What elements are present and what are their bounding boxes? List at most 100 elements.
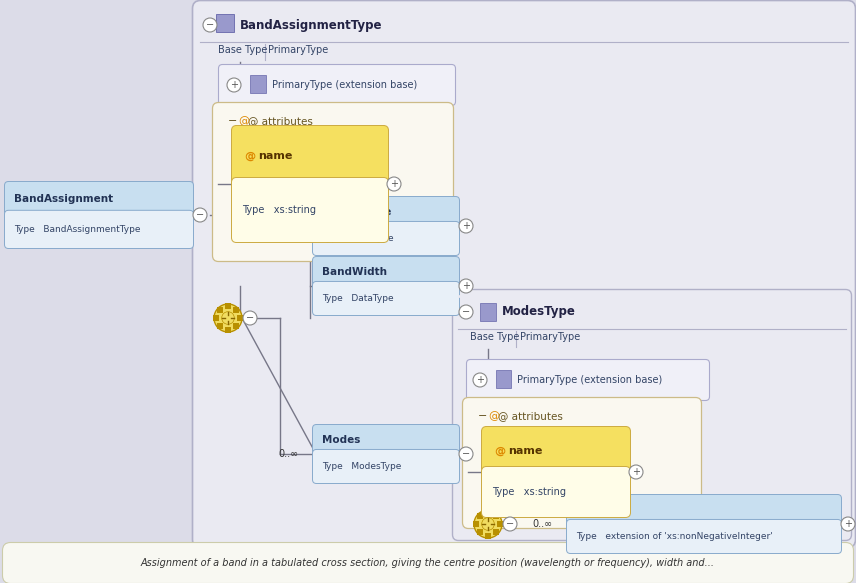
Text: −: −	[478, 411, 487, 421]
FancyBboxPatch shape	[3, 543, 853, 583]
Text: ModesType: ModesType	[502, 305, 576, 318]
Text: −: −	[462, 307, 470, 317]
Text: +: +	[390, 179, 398, 189]
FancyBboxPatch shape	[312, 222, 460, 255]
Circle shape	[459, 305, 473, 319]
Circle shape	[474, 510, 502, 538]
Bar	[485, 533, 491, 539]
FancyBboxPatch shape	[453, 290, 852, 540]
FancyBboxPatch shape	[467, 360, 710, 401]
Circle shape	[227, 78, 241, 92]
Text: −: −	[462, 449, 470, 459]
FancyBboxPatch shape	[312, 449, 460, 483]
Circle shape	[473, 373, 487, 387]
FancyBboxPatch shape	[4, 181, 193, 217]
FancyBboxPatch shape	[212, 103, 454, 262]
FancyBboxPatch shape	[481, 466, 631, 518]
Circle shape	[193, 208, 207, 222]
Circle shape	[503, 517, 517, 531]
Bar	[250, 75, 266, 93]
Bar	[217, 307, 223, 312]
Circle shape	[243, 311, 257, 325]
Text: PrimaryType (extension base): PrimaryType (extension base)	[517, 375, 663, 385]
Bar	[477, 529, 483, 535]
FancyBboxPatch shape	[567, 494, 841, 526]
Text: BandCentre: BandCentre	[322, 208, 391, 217]
Text: +: +	[230, 80, 238, 90]
Text: PrimaryType: PrimaryType	[268, 45, 328, 55]
Bar	[496, 370, 511, 388]
FancyBboxPatch shape	[193, 1, 855, 547]
Bar	[225, 303, 231, 309]
Bar	[234, 324, 240, 329]
Bar	[213, 315, 219, 321]
Circle shape	[459, 279, 473, 293]
Text: +: +	[476, 375, 484, 385]
Text: @: @	[494, 446, 505, 456]
Circle shape	[203, 18, 217, 32]
Circle shape	[482, 518, 494, 531]
FancyBboxPatch shape	[481, 427, 631, 476]
Text: +: +	[632, 467, 640, 477]
Text: @: @	[244, 151, 255, 161]
FancyBboxPatch shape	[231, 177, 389, 243]
Text: 0..∞: 0..∞	[532, 519, 552, 529]
Text: −: −	[246, 313, 254, 323]
Bar	[460, 295, 844, 297]
FancyBboxPatch shape	[312, 424, 460, 456]
Text: 0..∞: 0..∞	[278, 449, 298, 459]
Text: name: name	[508, 446, 543, 456]
Bar	[497, 521, 503, 527]
Text: @ attributes: @ attributes	[498, 411, 563, 421]
Bar	[237, 315, 243, 321]
Text: +: +	[462, 281, 470, 291]
FancyBboxPatch shape	[231, 125, 389, 187]
Text: @: @	[238, 116, 249, 126]
Text: BandWidth: BandWidth	[322, 268, 387, 278]
Text: @: @	[488, 411, 499, 421]
Circle shape	[459, 219, 473, 233]
Text: Base Type: Base Type	[218, 45, 267, 55]
Text: Type   xs:string: Type xs:string	[492, 487, 566, 497]
Text: Type   BandAssignmentType: Type BandAssignmentType	[14, 225, 140, 234]
Circle shape	[222, 312, 235, 324]
FancyBboxPatch shape	[312, 257, 460, 289]
FancyBboxPatch shape	[4, 210, 193, 248]
Bar	[217, 324, 223, 329]
Bar	[234, 307, 240, 312]
Text: +: +	[462, 221, 470, 231]
Bar	[225, 327, 231, 333]
Bar	[216, 14, 234, 32]
Text: +: +	[844, 519, 852, 529]
FancyBboxPatch shape	[312, 282, 460, 315]
Text: Assignment of a band in a tabulated cross section, giving the centre position (w: Assignment of a band in a tabulated cros…	[141, 558, 715, 568]
Text: name: name	[258, 151, 293, 161]
Bar	[494, 529, 500, 535]
Circle shape	[629, 465, 643, 479]
FancyBboxPatch shape	[567, 519, 841, 553]
Bar	[477, 512, 483, 518]
Text: BandAssignmentType: BandAssignmentType	[240, 19, 383, 31]
Text: BandAssignment: BandAssignment	[14, 194, 113, 205]
Text: −: −	[228, 116, 237, 126]
Circle shape	[387, 177, 401, 191]
Text: PrimaryType (extension base): PrimaryType (extension base)	[272, 80, 417, 90]
Text: Modes: Modes	[322, 436, 360, 445]
Bar	[494, 512, 500, 518]
Text: DeltaV: DeltaV	[576, 505, 615, 515]
Text: Type   xs:string: Type xs:string	[242, 205, 316, 215]
Text: −: −	[196, 210, 204, 220]
Circle shape	[214, 304, 242, 332]
Bar	[473, 521, 479, 527]
Text: Base Type: Base Type	[470, 332, 520, 342]
Bar	[485, 509, 491, 515]
Circle shape	[841, 517, 855, 531]
FancyBboxPatch shape	[312, 196, 460, 229]
Circle shape	[459, 447, 473, 461]
FancyBboxPatch shape	[462, 398, 702, 529]
Text: @ attributes: @ attributes	[248, 116, 313, 126]
Text: Type   ModesType: Type ModesType	[322, 462, 401, 471]
Text: −: −	[206, 20, 214, 30]
Text: Type   extension of 'xs:nonNegativeInteger': Type extension of 'xs:nonNegativeInteger…	[576, 532, 773, 541]
Text: Type   DataType: Type DataType	[322, 294, 394, 303]
